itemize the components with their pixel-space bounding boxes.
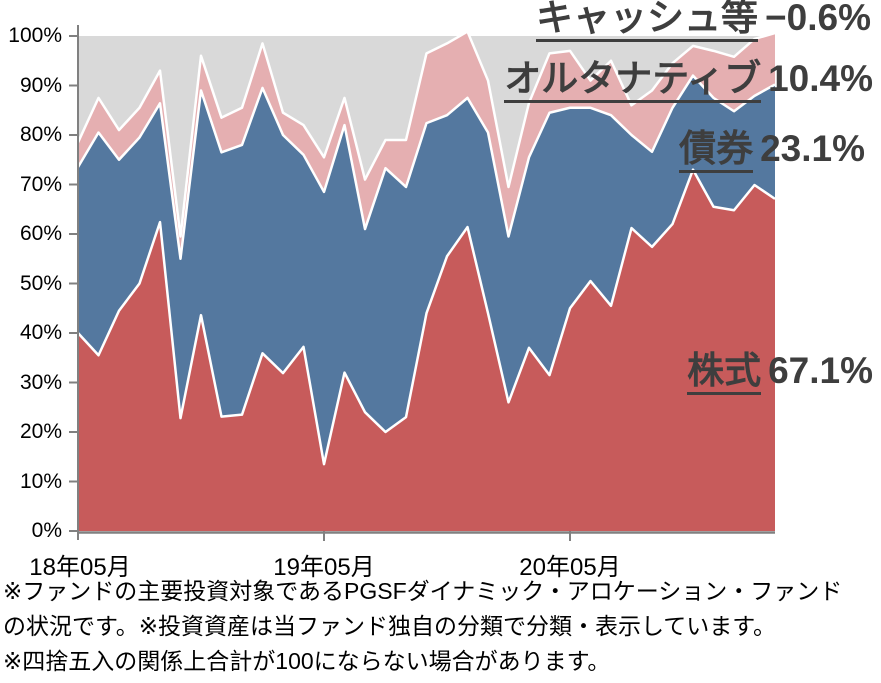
legend-bond-label: 債券 23.1% (679, 127, 865, 173)
legend-alternative-value: 10.4% (768, 58, 873, 99)
x-axis-tick-label: 19年05月 (273, 554, 375, 581)
legend-stock-label: 株式 67.1% (687, 349, 873, 395)
y-axis-tick-label: 0% (31, 519, 62, 542)
area-stock-border (77, 168, 776, 466)
legend-alternative-name: オルタナティブ (504, 58, 762, 103)
y-axis-tick-label: 100% (8, 24, 62, 47)
area-bond-border (76, 74, 776, 260)
legend-stock-name: 株式 (687, 350, 762, 395)
legend-cash-name: キャッシュ等 (536, 0, 759, 42)
legend-bond-value: 23.1% (760, 128, 865, 169)
y-axis-tick-label: 40% (19, 321, 62, 344)
footnote-line-1: ※ファンドの主要投資対象であるPGSFダイナミック・アロケーション・ファンド (3, 578, 843, 604)
y-axis-tick-label: 20% (19, 420, 62, 443)
y-axis-tick-label: 60% (19, 222, 62, 245)
legend-bond-name: 債券 (679, 128, 754, 173)
y-axis-tick-label: 30% (19, 370, 62, 394)
y-axis-tick-label: 10% (19, 469, 62, 493)
y-axis-tick-label: 80% (19, 123, 62, 146)
footnote-line-2: の状況です。※投資資産は当ファンド独自の分類で分類・表示しています。 (3, 613, 776, 639)
area-stock (78, 169, 775, 531)
legend-cash-label: キャッシュ等 −0.6% (536, 0, 871, 42)
legend-cash-value: −0.6% (765, 0, 871, 38)
y-axis-tick-label: 50% (19, 271, 62, 295)
x-axis-tick-label: 20年05月 (519, 554, 621, 581)
y-axis-tick-label: 70% (19, 172, 62, 196)
x-axis-tick-label: 18年05月 (29, 554, 131, 581)
legend-alternative-label: オルタナティブ 10.4% (504, 57, 873, 103)
y-axis-tick-label: 90% (19, 73, 62, 97)
footnote-line-3: ※四捨五入の関係上合計が100にならない場合があります。 (3, 648, 611, 674)
legend-stock-value: 67.1% (768, 350, 873, 391)
area-alternative-border (76, 30, 776, 238)
